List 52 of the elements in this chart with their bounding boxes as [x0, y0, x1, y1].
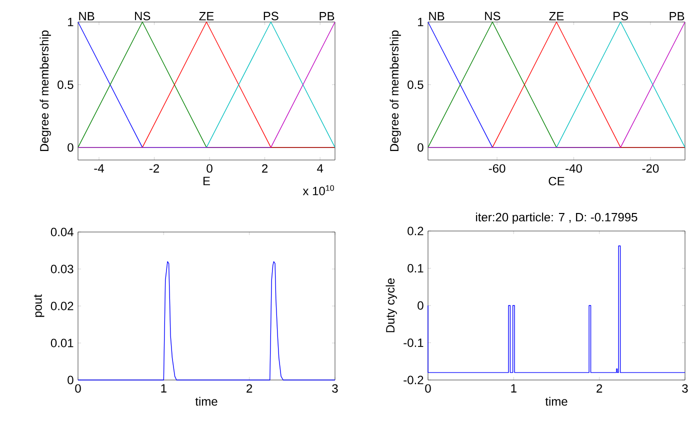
series-label: PS — [614, 12, 628, 20]
series-label: NS — [485, 12, 500, 20]
series-label: NS — [135, 12, 150, 20]
series-label: ZE — [549, 12, 564, 20]
y-tick-label: 0 — [68, 376, 74, 384]
y-tick-label: 0.1 — [408, 264, 424, 272]
y-tick-label: 0.5 — [58, 80, 74, 89]
x-tick-label: -20 — [642, 164, 659, 173]
x-tick-label: 0 — [206, 164, 212, 173]
series-label: NB — [79, 12, 94, 20]
y-axis-title: Degree of membership — [40, 30, 51, 152]
y-tick-label: 0.2 — [408, 226, 424, 236]
y-tick-label: 0.01 — [50, 338, 74, 348]
x-tick-label: 3 — [682, 384, 688, 393]
x-tick-label: 0 — [75, 384, 81, 393]
x-tick-label: -2 — [149, 164, 159, 173]
y-tick-label: -0.2 — [404, 376, 424, 384]
y-tick-label: 0 — [68, 143, 74, 152]
x-tick-label: -4 — [94, 164, 104, 172]
x-tick-label: 4 — [317, 164, 324, 172]
series-label: PB — [320, 12, 334, 20]
y-axis-title: pout — [34, 294, 44, 317]
x-tick-label: 3 — [332, 384, 338, 393]
y-tick-label: -0.1 — [404, 338, 424, 347]
chart-title: iter:20 particle: 7 , D: -0.17995 — [476, 212, 638, 224]
x-tick-label: 2 — [596, 384, 602, 393]
y-tick-label: 0 — [418, 143, 424, 152]
y-tick-label: 0.5 — [408, 80, 424, 89]
series-label: NB — [429, 12, 444, 20]
x-tick-label: -40 — [566, 164, 582, 173]
x-tick-label: -60 — [488, 164, 506, 173]
y-tick-label: 1 — [68, 18, 74, 26]
x-tick-label: 2 — [246, 384, 252, 393]
series-label: PS — [264, 12, 278, 20]
x-tick-label: 2 — [262, 164, 268, 173]
series-label: PB — [670, 12, 684, 20]
x-tick-label: 0 — [425, 384, 431, 393]
y-tick-label: 0 — [418, 301, 424, 310]
y-tick-label: 0.03 — [50, 264, 74, 274]
y-tick-label: 0.02 — [50, 302, 74, 310]
y-axis-title: Duty cycle — [386, 278, 397, 332]
y-axis-title: Degree of membership — [390, 30, 401, 152]
x-axis-title: time — [195, 396, 218, 406]
x-axis-title: CE — [548, 176, 564, 186]
x-tick-label: 1 — [511, 384, 516, 392]
text: x 10$^{10}$ — [302, 185, 334, 196]
x-tick-label: 1 — [161, 384, 166, 392]
series-label: ZE — [199, 12, 214, 20]
y-tick-label: 0.04 — [50, 228, 74, 236]
x-axis-title: E — [203, 176, 210, 186]
y-tick-label: 1 — [418, 18, 424, 26]
x-axis-title: time — [545, 396, 568, 406]
